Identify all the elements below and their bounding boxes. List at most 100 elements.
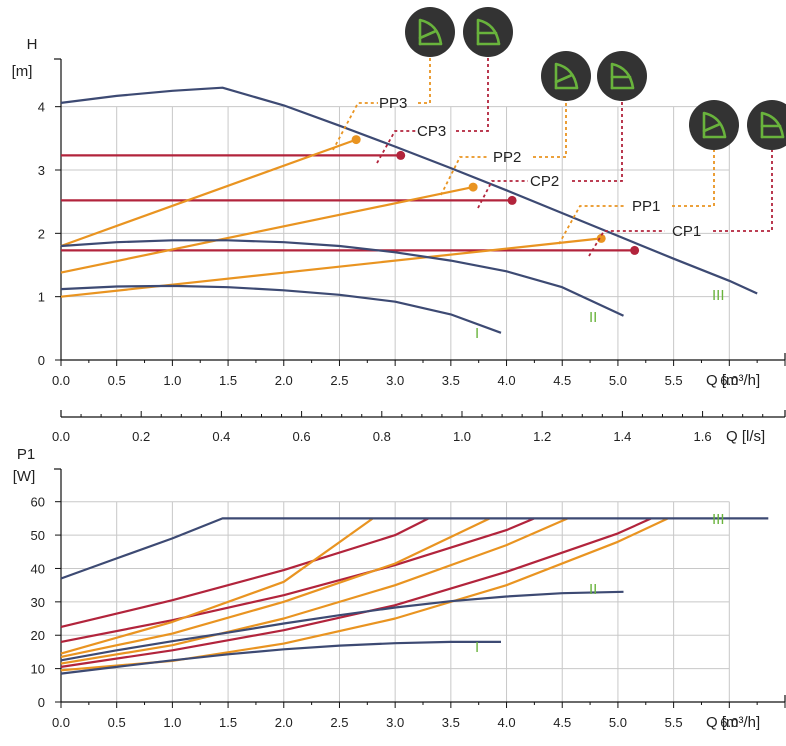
icon-stroke [702,122,722,133]
y-tick-label: 30 [31,595,45,610]
secondary-flow-axis-ls: 0.0 0.2 0.4 0.6 0.8 1.0 1.2 1.4 1.6 Q [l/s] [52,410,786,445]
constant-pressure-icon [747,100,786,150]
axes: 0.0 0.5 1.0 1.5 2.0 2.5 3.0 3.5 4.0 4.5 5.0 5.5 6.0 0… [31,468,786,730]
y-axis-unit: [m] [12,63,33,80]
secondary-tick-label: 0.8 [373,429,391,444]
y-tick-label: 10 [31,662,45,677]
x-tick-label: 0.0 [52,715,70,730]
series-line-pp1 [60,237,602,298]
mode-label-cp1: CP1 [672,223,701,240]
y-tick-label: 1 [38,290,45,305]
secondary-tick-label: 1.2 [533,429,551,444]
series-line-pp3 [60,138,357,248]
speed-label-i: I [475,639,479,656]
leader-line [440,156,488,196]
proportional-pressure-icon [541,51,591,101]
leader-line [332,102,378,151]
x-tick-label: 5.5 [665,373,683,388]
mode-badge [541,51,591,101]
secondary-axis-label: Q [l/s] [726,428,765,445]
series-line-iii [60,517,769,580]
leader-line [533,100,567,158]
constant-pressure-icon [463,7,513,57]
series-line-pp3 [60,517,491,658]
series-line-cp3 [60,517,430,628]
operating-point-pp2 [468,182,478,192]
x-tick-label: 0.5 [108,715,126,730]
series-line-pp4 [60,517,374,655]
series-group [60,517,769,675]
mode-label-cp2: CP2 [530,173,559,190]
y-tick-label: 3 [38,163,45,178]
leader-line [477,180,528,209]
head-flow-chart: 0.0 0.5 1.0 1.5 2.0 2.5 3.0 3.5 4.0 4.5 5.0 5.5 6.0 0… [12,7,786,389]
x-tick-label: 0.5 [108,373,126,388]
secondary-tick-label: 0.4 [212,429,230,444]
series-line-pp2 [60,186,474,274]
x-tick-label: 2.0 [275,715,293,730]
x-tick-label: 1.0 [163,373,181,388]
speed-label-iii: III [712,511,725,528]
secondary-tick-label: 0.2 [132,429,150,444]
x-tick-label: 1.5 [219,715,237,730]
y-tick-label: 0 [38,353,45,368]
series-line-ii [60,239,624,317]
proportional-pressure-icon [689,100,739,150]
operating-point-cp2 [507,195,517,205]
secondary-tick-label: 0.6 [293,429,311,444]
mode-label-cp3: CP3 [417,123,446,140]
x-tick-label: 4.0 [497,715,515,730]
series-line-ii [60,590,624,662]
leader-line [572,100,623,182]
series-line-i [60,284,502,334]
secondary-tick-label: 1.6 [694,429,712,444]
icon-stroke [477,18,501,45]
y-tick-label: 40 [31,561,45,576]
power-flow-chart: 0.0 0.5 1.0 1.5 2.0 2.5 3.0 3.5 4.0 4.5 5.0 5.5 6.0 0… [13,446,786,731]
icon-stroke [554,73,574,84]
x-tick-label: 6.0 [720,715,738,730]
grid [61,106,730,360]
y-tick-label: 60 [31,495,45,510]
series-group [60,86,758,334]
icon-stroke [703,111,727,138]
x-tick-label: 1.0 [163,715,181,730]
y-axis-unit: [W] [13,468,36,485]
secondary-tick-label: 1.4 [613,429,631,444]
mode-badge [689,100,739,150]
constant-pressure-icon [597,51,647,101]
icon-stroke [611,62,635,89]
speed-label-ii: II [589,309,597,326]
y-axis-label: H [27,36,38,53]
icon-stroke [761,111,785,138]
x-tick-label: 5.5 [665,715,683,730]
x-axis-label: Q [m³/h] [706,714,760,731]
leader-line [376,130,416,164]
x-tick-label: 2.0 [275,373,293,388]
series-line-pp2 [60,517,569,665]
proportional-pressure-icon [405,7,455,57]
y-tick-label: 20 [31,628,45,643]
x-tick-label: 2.5 [330,373,348,388]
leader-line [672,150,715,207]
x-tick-label: 5.0 [609,715,627,730]
leader-line [456,56,489,132]
x-axis-label: Q [m³/h] [706,372,760,389]
y-tick-label: 50 [31,528,45,543]
mode-callouts: PP3 CP3 PP2 CP2 PP1 CP1 [332,7,786,257]
y-tick-label: 2 [38,226,45,241]
mode-badge [405,7,455,57]
series-line-cp1 [60,517,652,668]
axes: 0.0 0.5 1.0 1.5 2.0 2.5 3.0 3.5 4.0 4.5 5.0 5.5 6.0 0… [38,58,786,388]
secondary-tick-label: 1.0 [453,429,471,444]
speed-label-i: I [475,325,479,342]
x-tick-label: 4.5 [553,373,571,388]
speed-label-ii: II [589,581,597,598]
operating-point-cp3 [396,150,406,160]
leader-line [713,150,773,232]
leader-line [558,205,626,245]
mode-label-pp2: PP2 [493,149,521,166]
y-tick-label: 0 [38,695,45,710]
